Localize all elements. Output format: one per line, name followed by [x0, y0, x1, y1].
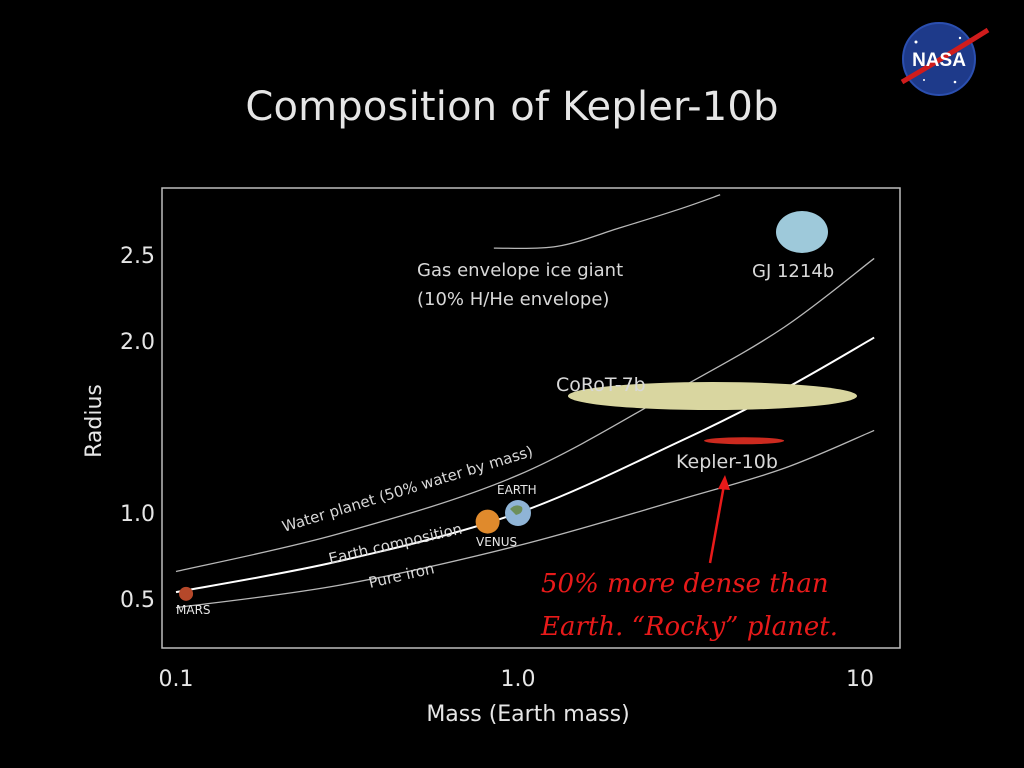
label-earth: EARTH	[497, 483, 537, 497]
curve-label-gas-envelope-line2: (10% H/He envelope)	[417, 289, 609, 310]
annotation-line1: 50% more dense than	[541, 569, 829, 599]
chart-title: Composition of Kepler-10b	[245, 84, 779, 130]
curve-label-pure-iron: Pure iron	[367, 559, 436, 592]
curve-label-earth-composition: Earth composition	[327, 520, 464, 568]
x-tick-2: 10	[846, 667, 874, 692]
label-gj-1214b: GJ 1214b	[752, 261, 834, 282]
y-axis-title: Radius	[82, 384, 107, 458]
y-tick-1: 1.0	[120, 502, 155, 527]
label-mars: MARS	[176, 603, 211, 617]
annotation-line2: Earth. “Rocky” planet.	[540, 612, 838, 642]
range-corot-7b	[567, 382, 857, 411]
curve-gas-envelope	[493, 194, 721, 250]
annotation-arrow-head	[718, 475, 730, 490]
y-tick-0: 0.5	[120, 588, 155, 613]
label-venus: VENUS	[476, 535, 517, 549]
plot-frame	[161, 187, 901, 649]
label-kepler-10b: Kepler-10b	[676, 451, 778, 473]
y-tick-3: 2.5	[120, 244, 155, 269]
x-tick-0: 0.1	[159, 667, 194, 692]
planet-venus	[475, 509, 500, 534]
curve-pure-iron	[175, 429, 875, 609]
annotation-arrow-line	[708, 484, 726, 564]
planet-mars	[179, 586, 194, 601]
x-tick-1: 1.0	[501, 667, 536, 692]
x-axis-title: Mass (Earth mass)	[426, 702, 629, 727]
planet-earth-land	[510, 505, 523, 515]
y-tick-2: 2.0	[120, 330, 155, 355]
range-kepler-10b	[704, 437, 785, 445]
curve-label-gas-envelope-line1: Gas envelope ice giant	[417, 260, 623, 281]
planet-gj-1214b	[776, 211, 828, 253]
curve-water-planet	[175, 257, 875, 573]
label-corot-7b: CoRoT-7b	[556, 374, 646, 396]
